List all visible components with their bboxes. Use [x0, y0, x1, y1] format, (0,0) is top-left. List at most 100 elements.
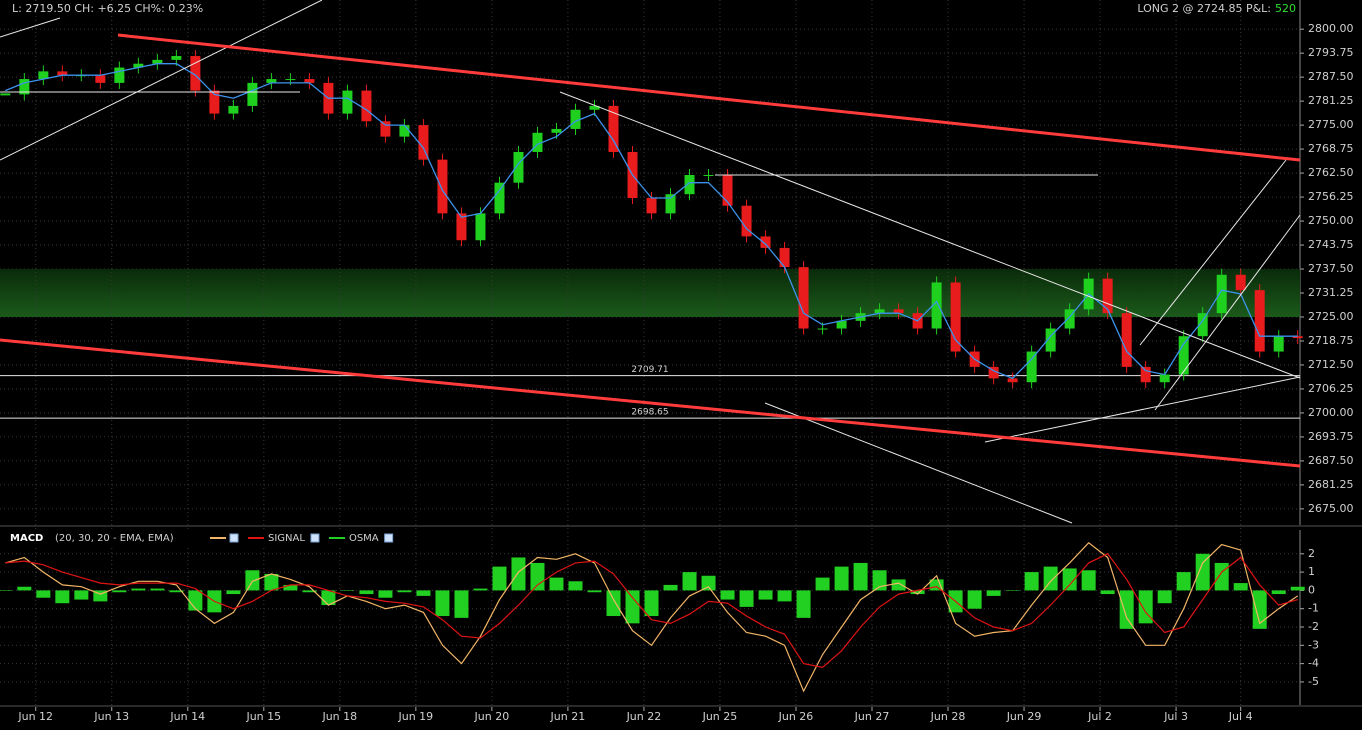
y-tick-label: 2762.50 — [1308, 166, 1354, 179]
y-tick-label: 2756.25 — [1308, 190, 1354, 203]
y-tick-label: 1 — [1308, 565, 1315, 578]
y-tick-label: 2768.75 — [1308, 142, 1354, 155]
osma-bar — [1271, 590, 1286, 595]
y-tick-label: -3 — [1308, 638, 1319, 651]
candle — [532, 132, 543, 152]
candle — [988, 366, 999, 379]
candle — [1102, 278, 1113, 314]
osma-bar — [891, 579, 906, 591]
y-tick-label: 2775.00 — [1308, 118, 1354, 131]
x-tick-label: Jun 12 — [17, 710, 53, 723]
candle — [228, 105, 239, 114]
y-tick-label: -1 — [1308, 602, 1319, 615]
x-tick-label: Jun 18 — [321, 710, 357, 723]
candle — [1064, 309, 1075, 329]
x-tick-label: Jul 3 — [1163, 710, 1188, 723]
osma-bar — [701, 575, 716, 591]
candle — [798, 267, 809, 329]
x-tick-label: Jun 22 — [626, 710, 662, 723]
candle — [684, 175, 695, 195]
osma-bar — [283, 584, 298, 591]
candle — [1178, 336, 1189, 375]
osma-bar — [1195, 553, 1210, 591]
y-tick-label: 2800.00 — [1308, 22, 1354, 35]
trend-line — [0, 17, 61, 38]
osma-bar — [1024, 572, 1039, 591]
candle — [114, 67, 125, 83]
legend-checkbox[interactable] — [310, 533, 320, 543]
candle — [1235, 274, 1246, 291]
osma-bar — [1100, 590, 1115, 595]
candle — [551, 128, 562, 133]
candle — [190, 56, 201, 91]
candle — [874, 309, 885, 314]
candle — [817, 328, 828, 330]
candle — [0, 93, 11, 96]
candle — [1216, 274, 1227, 314]
candle — [399, 125, 410, 137]
legend-checkbox[interactable] — [384, 533, 394, 543]
osma-bar — [454, 590, 469, 618]
osma-bar — [169, 590, 184, 593]
osma-bar — [929, 579, 944, 591]
candle — [456, 213, 467, 241]
candle — [836, 320, 847, 329]
candle — [1045, 328, 1056, 352]
trend-line — [1139, 159, 1287, 346]
osma-bar — [796, 590, 811, 618]
osma-bar — [1005, 590, 1020, 591]
y-tick-label: 2700.00 — [1308, 406, 1354, 419]
candle — [589, 105, 600, 110]
candle — [380, 121, 391, 137]
candle — [133, 63, 144, 68]
osma-bar — [131, 588, 146, 591]
candle — [418, 125, 429, 160]
macd-line — [5, 541, 1299, 693]
y-tick-label: 2793.75 — [1308, 46, 1354, 59]
y-tick-label: 2681.25 — [1308, 478, 1354, 491]
osma-bar — [1252, 590, 1267, 629]
osma-bar — [1214, 562, 1229, 591]
osma-bar — [663, 584, 678, 591]
macd-line — [5, 553, 1298, 668]
candle — [779, 247, 790, 268]
osma-bar — [739, 590, 754, 607]
y-tick-label: -4 — [1308, 657, 1319, 670]
candle — [1292, 336, 1303, 339]
legend-label: OSMA — [349, 533, 379, 544]
x-tick-label: Jun 25 — [702, 710, 738, 723]
osma-bar — [568, 581, 583, 591]
y-tick-label: 2675.00 — [1308, 502, 1354, 515]
candle — [741, 205, 752, 237]
candle — [38, 71, 49, 80]
legend-checkbox[interactable] — [229, 533, 239, 543]
candle — [1121, 313, 1132, 367]
osma-bar — [264, 573, 279, 591]
candle — [342, 90, 353, 114]
y-tick-label: 0 — [1308, 583, 1315, 596]
candle — [494, 182, 505, 214]
pnl-value: 520 — [1275, 2, 1296, 15]
x-tick-label: Jun 14 — [169, 710, 205, 723]
osma-bar — [1138, 590, 1153, 624]
y-tick-label: 2781.25 — [1308, 94, 1354, 107]
y-tick-label: 2712.50 — [1308, 358, 1354, 371]
osma-bar — [549, 577, 564, 591]
y-tick-label: -2 — [1308, 620, 1319, 633]
candle — [646, 198, 657, 214]
osma-bar — [815, 577, 830, 591]
osma-bar — [587, 590, 602, 593]
position-label: LONG 2 @ 2724.85 P&L: — [1137, 2, 1271, 15]
channel-line — [117, 33, 1301, 162]
candle — [1273, 336, 1284, 352]
osma-bar — [625, 590, 640, 624]
osma-bar — [1176, 572, 1191, 591]
candle — [57, 71, 68, 76]
osma-bar — [1043, 566, 1058, 591]
trend-line — [1154, 214, 1301, 411]
osma-bar — [720, 590, 735, 600]
zone — [0, 269, 1300, 317]
osma-bar — [644, 590, 659, 617]
y-tick-label: 2743.75 — [1308, 238, 1354, 251]
